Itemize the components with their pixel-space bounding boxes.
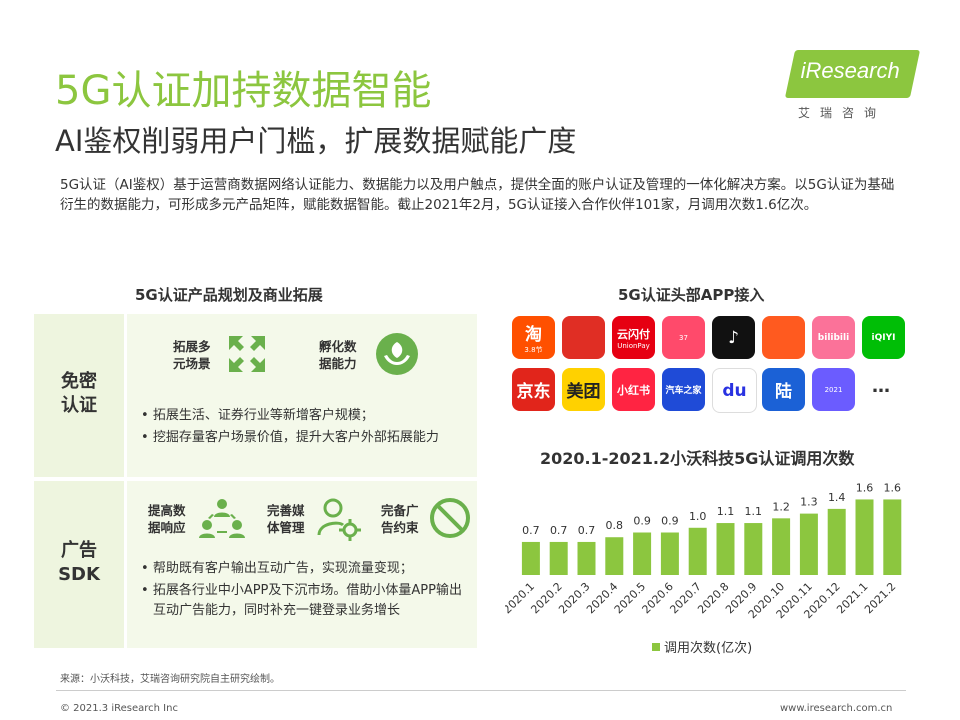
- app-icon-grid: 淘 3.8节 云闪付 UnionPay 37 ♪ bilibili iQIYI 京东 美团 小红书汽…: [512, 316, 912, 416]
- xiaohongshu-app-icon: 小红书: [612, 368, 655, 411]
- bar-value-label: 0.8: [606, 519, 624, 532]
- prohibit-icon: [430, 498, 470, 538]
- right-section-title: 5G认证头部APP接入: [618, 286, 765, 304]
- bar-value-label: 1.6: [856, 481, 874, 494]
- copyright-text: © 2021.3 iResearch Inc: [60, 703, 178, 714]
- row-label-text: 广告 SDK: [58, 540, 100, 585]
- feature-label: 完善媒 体管理: [267, 503, 305, 535]
- bar-2020.1: [521, 541, 540, 575]
- feature-label: 拓展多 元场景: [173, 339, 211, 371]
- description-text: 5G认证（AI鉴权）基于运营商数据网络认证能力、数据能力以及用户触点，提供全面的…: [60, 177, 895, 213]
- logo-brand: iResearch: [800, 58, 900, 83]
- soul-app-icon: 2021: [812, 368, 855, 411]
- row-content-passwordless: 拓展多 元场景 孵化数 据能力 • 拓展生活、证券行业等新增客户规模； • 挖掘…: [127, 314, 477, 477]
- iresearch-logo: iResearch 艾瑞咨询: [784, 50, 921, 130]
- page-title: 5G认证加持数据智能: [55, 68, 432, 114]
- row-label-passwordless: 免密 认证: [34, 314, 124, 477]
- bar-value-label: 0.7: [578, 524, 596, 537]
- website-text: www.iresearch.com.cn: [780, 703, 893, 714]
- footer-divider: [56, 690, 906, 691]
- bar-value-label: 1.2: [772, 500, 790, 513]
- row-label-text: 免密 认证: [61, 371, 97, 416]
- bar-value-label: 0.9: [633, 515, 651, 528]
- meituan-app-icon: 美团: [562, 368, 605, 411]
- feature-label: 完备广 告约束: [381, 503, 419, 535]
- baidu-app-icon: du: [712, 368, 757, 413]
- bar-2020.7: [688, 527, 707, 575]
- bar-2020.10: [772, 518, 791, 575]
- bar-value-label: 0.9: [661, 515, 679, 528]
- row-label-ad-sdk: 广告 SDK: [34, 481, 124, 648]
- chart-title: 2020.1-2021.2小沃科技5G认证调用次数: [540, 449, 855, 468]
- bar-2020.4: [605, 537, 624, 575]
- source-note: 来源：小沃科技，艾瑞咨询研究院自主研究绘制。: [60, 674, 280, 685]
- bar-value-label: 1.1: [745, 505, 763, 518]
- product-plan-panel: 免密 认证 拓展多 元场景 孵化数 据能力 • 拓展生活、证券行业等新增客户规模…: [34, 314, 477, 648]
- bilibili-app-icon: bilibili: [812, 316, 855, 359]
- bar-2021.1: [855, 499, 874, 575]
- bullet-item: • 帮助既有客户输出互动广告，实现流量变现；: [141, 561, 413, 576]
- sprout-hand-icon: [376, 333, 418, 375]
- bar-chart: 0.72020.10.72020.20.72020.30.82020.40.92…: [505, 481, 902, 656]
- bar-2020.12: [827, 508, 846, 575]
- team-network-icon: [199, 499, 245, 538]
- legend-label: 调用次数(亿次): [664, 640, 752, 656]
- bar-2020.8: [716, 523, 735, 575]
- left-section-title: 5G认证产品规划及商业拓展: [135, 286, 323, 304]
- bar-2020.5: [633, 532, 652, 575]
- taobao-app-icon: 淘 3.8节: [512, 316, 555, 359]
- pinduoduo-app-icon: [562, 316, 605, 359]
- bar-2020.9: [744, 523, 763, 575]
- yunshanfu-app-icon: 云闪付 UnionPay: [612, 316, 655, 359]
- more-apps-ellipsis: …: [872, 376, 890, 397]
- bar-2020.6: [660, 532, 679, 575]
- bar-value-label: 0.7: [522, 524, 540, 537]
- bar-2020.2: [549, 541, 568, 575]
- iqiyi-app-icon: iQIYI: [862, 316, 905, 359]
- jd-app-icon: 京东: [512, 368, 555, 411]
- bar-value-label: 1.1: [717, 505, 735, 518]
- bar-value-label: 1.4: [828, 491, 846, 504]
- category-label: 2021.2: [862, 580, 898, 616]
- kuaishou-app-icon: [762, 316, 805, 359]
- mushroom-app-icon: 37: [662, 316, 705, 359]
- bar-value-label: 0.7: [550, 524, 568, 537]
- page-subtitle: AI鉴权削弱用户门槛，扩展数据赋能广度: [55, 124, 577, 158]
- logo-cn: 艾瑞咨询: [798, 106, 887, 120]
- feature-label: 提高数 据响应: [148, 503, 186, 535]
- bar-2021.2: [883, 499, 902, 575]
- bullet-item: • 拓展生活、证券行业等新增客户规模；: [141, 408, 374, 423]
- user-gear-icon: [317, 498, 361, 541]
- bar-2020.3: [577, 541, 596, 575]
- bullet-item: • 挖掘存量客户场景价值，提升大客户外部拓展能力: [141, 430, 439, 445]
- feature-label: 孵化数 据能力: [319, 339, 357, 371]
- row-content-ad-sdk: 提高数 据响应 完善媒 体管理 完备广 告约束 • 帮助既有客户输出互动广告，实…: [127, 481, 477, 648]
- bar-value-label: 1.0: [689, 510, 707, 523]
- expand-arrows-icon: [229, 336, 265, 372]
- bullet-item: • 拓展各行业中小APP及下沉市场。借助小体量APP输出互动广告能力，同时补充一…: [141, 583, 462, 618]
- bar-2020.11: [799, 513, 818, 575]
- bar-value-label: 1.6: [884, 481, 902, 494]
- lufax-app-icon: 陆: [762, 368, 805, 411]
- legend-swatch: [652, 643, 660, 651]
- douyin-app-icon: ♪: [712, 316, 755, 359]
- bar-value-label: 1.3: [800, 496, 818, 509]
- autohome-app-icon: 汽车之家: [662, 368, 705, 411]
